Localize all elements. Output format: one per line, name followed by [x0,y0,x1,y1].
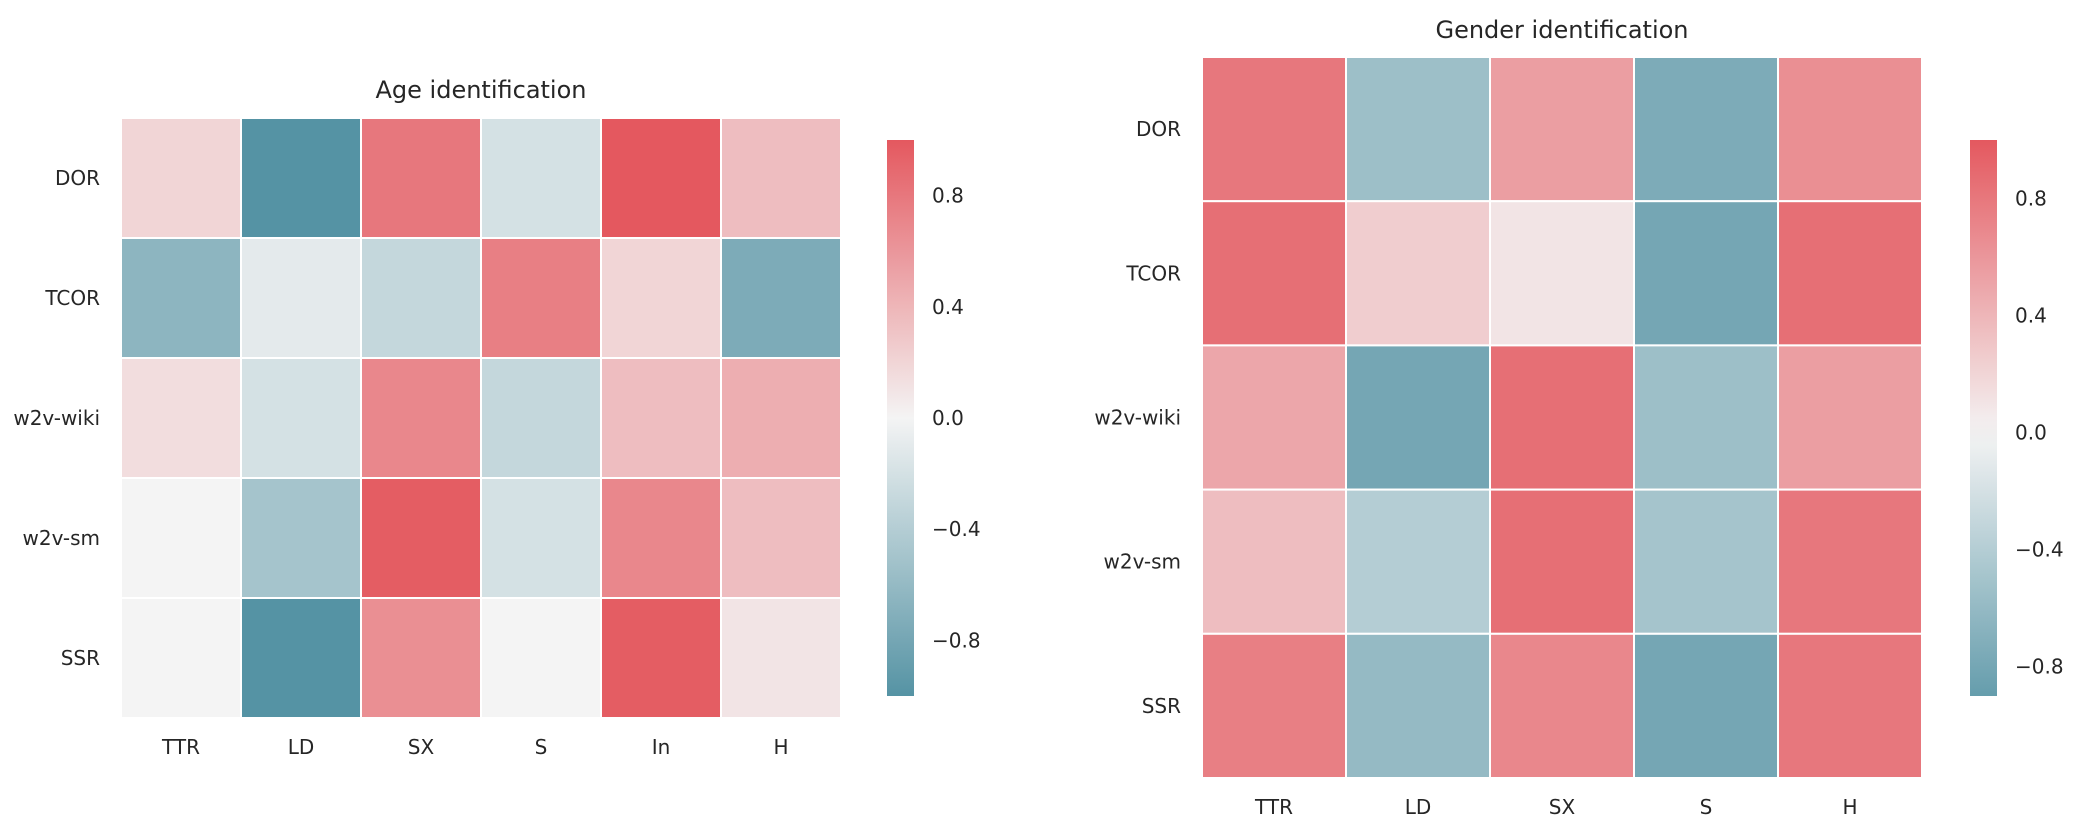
heatmap-cell [240,117,362,239]
chart-title: Gender identification [1435,16,1688,44]
heatmap-cell [720,597,842,719]
heatmap-cell [1777,56,1923,203]
colorbar-tick-label: −0.4 [932,517,981,541]
row-tick-label: DOR [1136,117,1181,141]
heatmap-cell [1777,488,1923,635]
heatmap-cell [1633,344,1779,491]
heatmap-cell [720,237,842,359]
heatmap-cell [240,357,362,479]
colorbar-tick-label: 0.0 [2015,421,2047,445]
heatmap-cell [1777,344,1923,491]
heatmap-cell [480,477,602,599]
heatmap-cell [360,237,482,359]
heatmap-cell [1345,200,1491,347]
heatmap-cell [1201,632,1347,779]
heatmap-cell [120,117,242,239]
column-tick-label: H [773,735,788,759]
colorbar [887,140,914,696]
heatmap-cell [1345,344,1491,491]
row-tick-label: SSR [1142,694,1181,718]
column-tick-label: SX [408,735,435,759]
heatmap-cell [480,597,602,719]
row-tick-label: TCOR [1125,261,1181,285]
gender-identification-heatmap: Gender identification DOR TCOR w2v-wiki w2v-… [1094,16,2063,819]
colorbar-tick-label: 0.4 [2015,304,2047,328]
column-tick-label: TTR [161,735,200,759]
heatmap-cell [1201,56,1347,203]
colorbar-tick-label: 0.8 [932,184,964,208]
heatmap-cell [120,237,242,359]
heatmap-cell [120,597,242,719]
column-tick-label: S [535,735,548,759]
heatmap-cell [1489,344,1635,491]
heatmap-cell [1489,200,1635,347]
heatmap-cell [720,477,842,599]
chart-title: Age identification [376,76,587,104]
row-tick-label: w2v-wiki [1094,406,1181,430]
heatmap-cell [1345,488,1491,635]
colorbar-tick-label: −0.8 [2015,655,2064,679]
colorbar-tick-label: 0.0 [932,406,964,430]
heatmap-cell [1489,56,1635,203]
heatmap-cell [600,117,722,239]
row-tick-label: w2v-wiki [13,406,100,430]
heatmap-cell [240,597,362,719]
column-tick-label: SX [1549,795,1576,819]
heatmap-cell [600,357,722,479]
column-tick-label: S [1700,795,1713,819]
colorbar-tick-label: 0.8 [2015,187,2047,211]
heatmap-cell [1489,632,1635,779]
column-tick-label: TTR [1254,795,1293,819]
heatmap-cell [1777,200,1923,347]
row-tick-label: DOR [55,166,100,190]
column-tick-label: LD [288,735,315,759]
column-tick-label: LD [1405,795,1432,819]
heatmap-cell [360,117,482,239]
row-tick-label: SSR [61,646,100,670]
heatmap-cell [600,597,722,719]
heatmap-cell [480,237,602,359]
heatmap-cell [1633,56,1779,203]
heatmap-cell [600,477,722,599]
heatmap-cell [1777,632,1923,779]
heatmap-cell [1201,488,1347,635]
heatmap-cell [1489,488,1635,635]
heatmap-cell [600,237,722,359]
colorbar [1970,140,1997,696]
heatmap-cell [360,477,482,599]
heatmap-cell [480,357,602,479]
heatmap-cell [120,357,242,479]
heatmap-cell [1345,632,1491,779]
colorbar-tick-label: 0.4 [932,295,964,319]
heatmap-cell [1633,488,1779,635]
heatmap-cell [1201,344,1347,491]
heatmap-cell [360,357,482,479]
column-tick-label: H [1842,795,1857,819]
column-tick-label: In [652,735,671,759]
row-tick-label: w2v-sm [23,526,101,550]
colorbar-tick-label: −0.4 [2015,538,2064,562]
age-identification-heatmap: Age identification DOR TCOR w2v-wiki w2v-sm S… [13,76,980,759]
heatmap-cell [1201,200,1347,347]
heatmap-cell [120,477,242,599]
heatmap-cell [720,117,842,239]
heatmap-cell [480,117,602,239]
heatmap-cell [720,357,842,479]
colorbar-tick-label: −0.8 [932,628,981,652]
heatmap-cell [240,237,362,359]
heatmap-cell [1345,56,1491,203]
heatmap-cell [360,597,482,719]
heatmap-cell [1633,632,1779,779]
row-tick-label: w2v-sm [1104,550,1182,574]
heatmap-cell [240,477,362,599]
heatmap-cell [1633,200,1779,347]
row-tick-label: TCOR [44,286,100,310]
